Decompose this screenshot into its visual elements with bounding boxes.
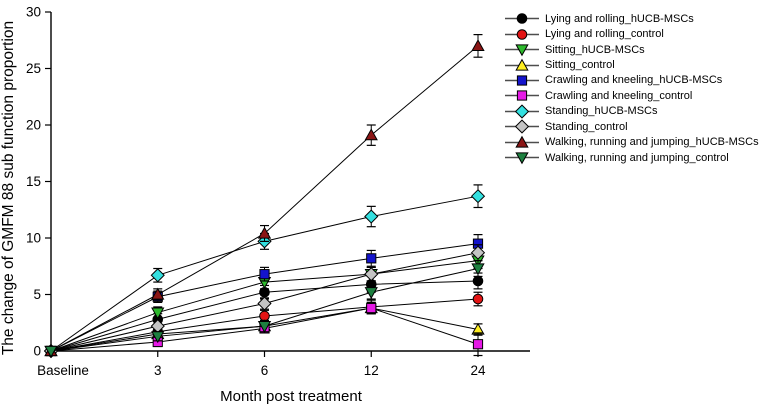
legend-item: Standing_hUCB-MSCs	[504, 104, 759, 119]
y-tick-label: 20	[26, 118, 41, 133]
legend-circle-icon	[505, 28, 539, 40]
legend-triangle-up-icon	[505, 135, 539, 148]
chart-legend: Lying and rolling_hUCB-MSCs Lying and rol…	[504, 11, 759, 165]
y-tick-label: 5	[33, 287, 41, 302]
y-axis-title: The change of GMFM 88 sub function propo…	[0, 20, 17, 356]
marker-circle	[472, 275, 484, 287]
marker-square	[472, 339, 484, 350]
marker-square	[366, 302, 377, 314]
legend-label: Walking, running and jumping_control	[545, 151, 729, 164]
marker-diamond	[257, 296, 272, 311]
legend-triangle-up-icon	[505, 58, 539, 71]
legend-label: Standing_hUCB-MSCs	[545, 105, 658, 118]
legend-item: Lying and rolling_hUCB-MSCs	[504, 11, 759, 26]
legend-item: Lying and rolling_control	[504, 26, 759, 41]
marker-circle	[472, 293, 484, 305]
marker-diamond	[364, 209, 379, 224]
marker-triangle-up	[257, 226, 272, 239]
marker-triangle-up	[151, 287, 165, 300]
legend-item: Crawling and kneeling_control	[504, 88, 759, 103]
legend-label: Walking, running and jumping_hUCB-MSCs	[545, 136, 759, 149]
legend-item: Crawling and kneeling_hUCB-MSCs	[504, 73, 759, 88]
y-tick-label: 15	[26, 174, 41, 189]
y-tick-label: 10	[26, 231, 41, 246]
marker-diamond	[364, 267, 379, 282]
marker-diamond	[470, 245, 486, 260]
legend-circle-icon	[505, 13, 539, 25]
series-walking-running-and-jumping-hucb-mscs	[44, 33, 485, 357]
x-tick-label: 12	[364, 363, 379, 378]
marker-circle	[516, 28, 528, 40]
x-tick-label: Baseline	[37, 363, 89, 378]
marker-square	[366, 253, 377, 264]
legend-label: Lying and rolling_hUCB-MSCs	[545, 12, 694, 25]
x-tick-label: 6	[261, 363, 269, 378]
legend-label: Crawling and kneeling_control	[545, 89, 693, 102]
legend-label: Crawling and kneeling_hUCB-MSCs	[545, 74, 723, 87]
marker-triangle-down	[515, 44, 529, 57]
legend-label: Sitting_control	[545, 59, 615, 72]
legend-label: Standing_control	[545, 120, 628, 133]
marker-square	[259, 269, 270, 280]
marker-circle	[516, 13, 528, 25]
x-tick-label: 3	[154, 363, 162, 378]
marker-triangle-down	[471, 263, 485, 276]
legend-square-icon	[505, 75, 539, 86]
marker-diamond	[514, 104, 530, 119]
marker-square	[516, 90, 528, 102]
y-tick-label: 30	[26, 5, 41, 20]
legend-item: Sitting_control	[504, 57, 759, 72]
marker-triangle-down	[364, 287, 378, 300]
legend-item: Standing_control	[504, 119, 759, 134]
legend-item: Sitting_hUCB-MSCs	[504, 42, 759, 57]
marker-diamond	[514, 119, 530, 134]
marker-triangle-up	[364, 128, 378, 141]
legend-item: Walking, running and jumping_control	[504, 150, 759, 165]
marker-diamond	[150, 268, 165, 283]
marker-triangle-up	[515, 135, 529, 148]
marker-triangle-up	[471, 39, 485, 51]
legend-square-icon	[505, 90, 539, 102]
y-tick-label: 25	[26, 61, 41, 76]
legend-label: Sitting_hUCB-MSCs	[545, 43, 645, 56]
legend-triangle-down-icon	[505, 44, 539, 57]
y-tick-label: 0	[33, 344, 41, 359]
legend-diamond-icon	[505, 119, 539, 134]
marker-triangle-down	[257, 321, 272, 333]
x-axis-title: Month post treatment	[220, 388, 362, 405]
marker-triangle-down	[151, 331, 165, 344]
marker-triangle-down	[44, 345, 58, 358]
x-tick-label: 24	[470, 363, 486, 378]
legend-item: Walking, running and jumping_hUCB-MSCs	[504, 135, 759, 150]
marker-square	[516, 75, 528, 86]
legend-diamond-icon	[505, 104, 539, 119]
marker-diamond	[470, 189, 486, 204]
series-walking-running-and-jumping-control	[44, 260, 485, 358]
legend-triangle-down-icon	[505, 152, 539, 165]
marker-triangle-down	[151, 307, 165, 320]
legend-label: Lying and rolling_control	[545, 28, 664, 41]
marker-triangle-up	[515, 58, 529, 71]
marker-triangle-down	[515, 152, 529, 165]
